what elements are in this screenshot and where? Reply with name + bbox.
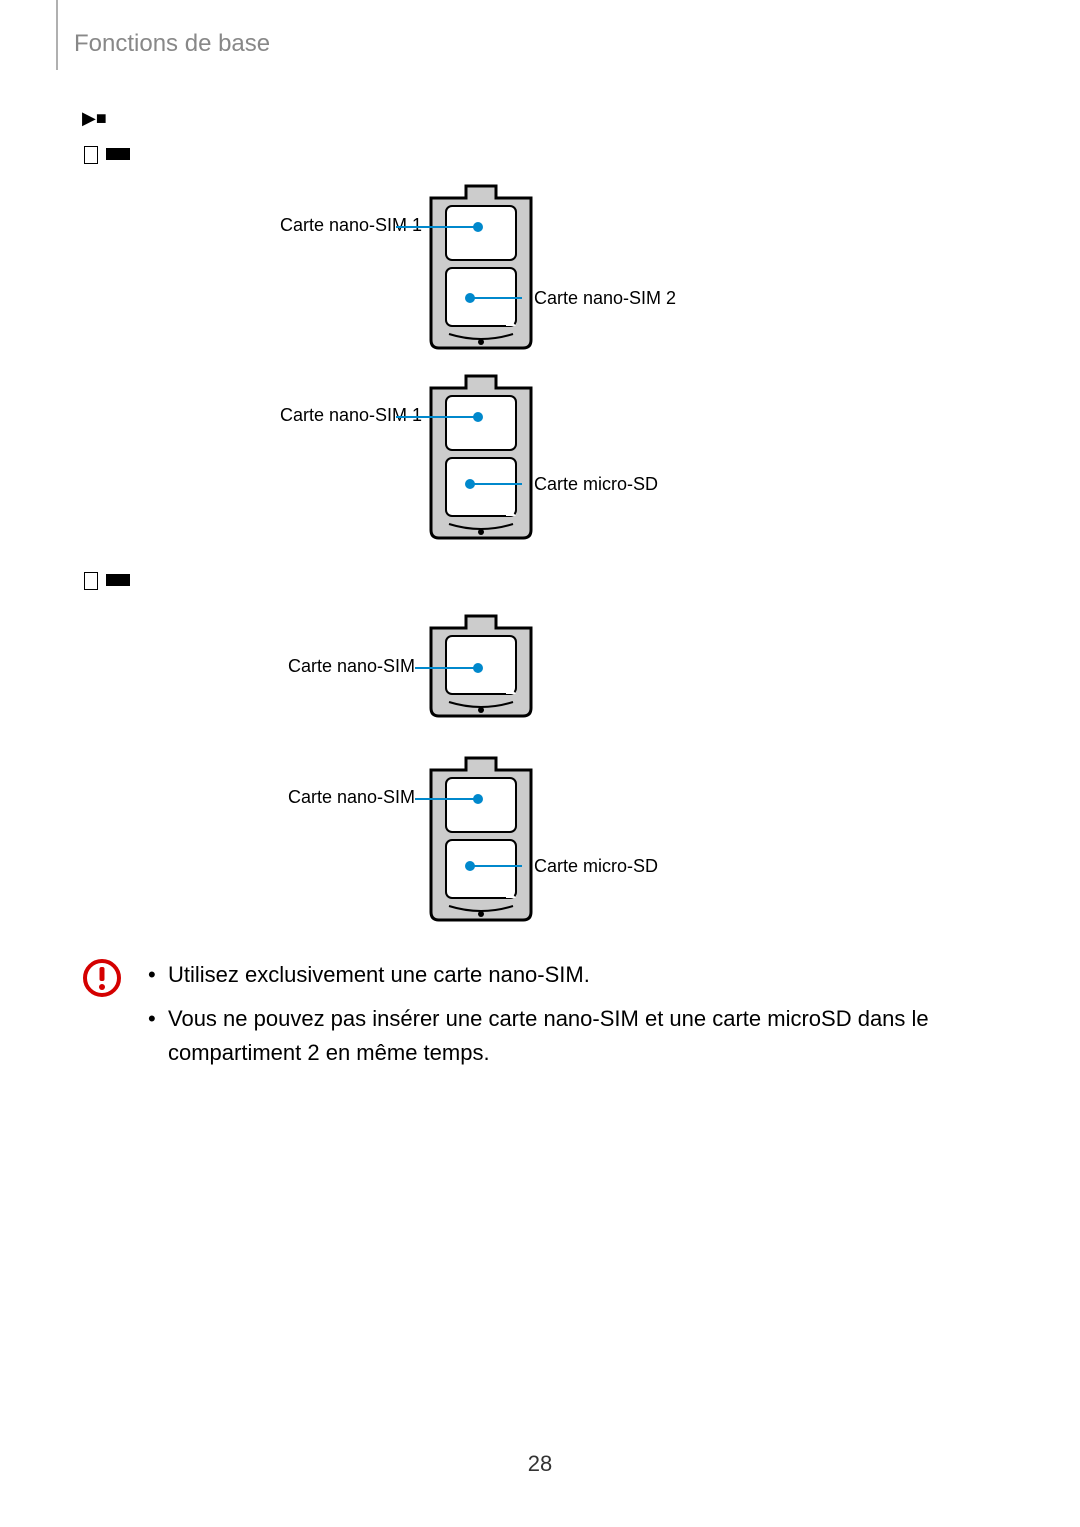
sim-tray-2 bbox=[428, 374, 534, 544]
label-tray4-slot1: Carte nano-SIM bbox=[288, 787, 415, 808]
section-title: Fonctions de base bbox=[74, 30, 270, 58]
page-number: 28 bbox=[0, 1451, 1080, 1477]
badge-icon-2 bbox=[106, 574, 130, 586]
connector-line bbox=[470, 483, 522, 485]
warning-text: Vous ne pouvez pas insérer une carte nan… bbox=[168, 1002, 1008, 1070]
label-tray3-slot1: Carte nano-SIM bbox=[288, 656, 415, 677]
sim-tray-1 bbox=[428, 184, 534, 354]
connector-line bbox=[396, 416, 478, 418]
badge-icon-1 bbox=[106, 148, 130, 160]
label-tray1-slot2: Carte nano-SIM 2 bbox=[534, 288, 676, 309]
connector-line bbox=[396, 226, 478, 228]
arrow-icon: ▶■ bbox=[82, 108, 107, 129]
warning-icon bbox=[82, 958, 122, 1003]
label-tray4-slot2: Carte micro-SD bbox=[534, 856, 658, 877]
connector-line bbox=[470, 865, 522, 867]
warning-item: • Vous ne pouvez pas insérer une carte n… bbox=[148, 1002, 1008, 1070]
warning-item: • Utilisez exclusivement une carte nano-… bbox=[148, 958, 1008, 992]
header-rule bbox=[56, 0, 58, 70]
sim-tray-4 bbox=[428, 756, 534, 926]
connector-line bbox=[415, 798, 478, 800]
bullet-icon: • bbox=[148, 958, 168, 992]
connector-line bbox=[470, 297, 522, 299]
connector-line bbox=[415, 667, 478, 669]
warning-text: Utilisez exclusivement une carte nano-SI… bbox=[168, 958, 590, 992]
bullet-icon: • bbox=[148, 1002, 168, 1070]
warning-list: • Utilisez exclusivement une carte nano-… bbox=[148, 958, 1008, 1080]
label-tray2-slot2: Carte micro-SD bbox=[534, 474, 658, 495]
